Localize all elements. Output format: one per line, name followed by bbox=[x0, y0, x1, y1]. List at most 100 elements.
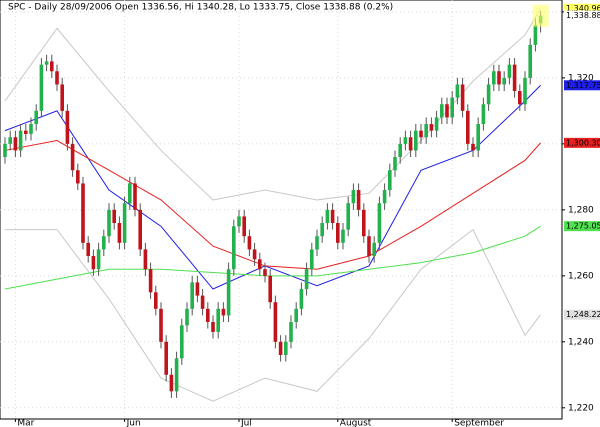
candle-body bbox=[226, 269, 231, 316]
candle-body bbox=[284, 341, 288, 355]
candle-body bbox=[44, 61, 49, 65]
candle-body bbox=[91, 256, 96, 270]
candle-body bbox=[518, 91, 522, 105]
candle-body bbox=[252, 249, 257, 260]
value-tag-label: 1,275.05 bbox=[566, 222, 600, 231]
candle-body bbox=[507, 64, 512, 78]
candle-body bbox=[304, 269, 309, 290]
candle-body bbox=[169, 374, 174, 392]
candle-body bbox=[325, 209, 330, 224]
candle-body bbox=[414, 130, 418, 151]
candle-body bbox=[377, 203, 382, 243]
candle-body bbox=[102, 236, 106, 250]
candle-body bbox=[268, 275, 272, 303]
candle-body bbox=[299, 289, 304, 309]
y-tick-label: 1,260 bbox=[568, 271, 594, 281]
candle-body bbox=[159, 308, 163, 342]
candle-body bbox=[502, 77, 506, 85]
candle-body bbox=[310, 249, 314, 270]
candle-body bbox=[481, 104, 486, 125]
candle-body bbox=[523, 77, 527, 105]
candle-body bbox=[154, 292, 158, 309]
indicator-line bbox=[4, 8, 542, 201]
candle-body bbox=[466, 110, 470, 144]
value-tag bbox=[564, 221, 600, 232]
candle-body bbox=[190, 282, 194, 309]
candle-body bbox=[55, 71, 59, 85]
y-tick-label: 1,220 bbox=[568, 403, 594, 413]
candle-body bbox=[8, 137, 12, 144]
chart-title: SPC - Daily 28/09/2006 Open 1336.56, Hi … bbox=[8, 3, 393, 13]
candle-body bbox=[351, 190, 356, 204]
x-tick-label: Jun bbox=[126, 419, 141, 427]
value-tag-label: 1,300.30 bbox=[566, 138, 600, 147]
candle-body bbox=[429, 124, 434, 131]
candle-body bbox=[258, 259, 262, 270]
candle-body bbox=[39, 64, 44, 111]
y-tick-label: 1,280 bbox=[568, 205, 594, 215]
candle-body bbox=[434, 117, 439, 131]
candle-body bbox=[403, 137, 408, 144]
value-tag bbox=[564, 309, 600, 320]
candle-body bbox=[263, 269, 267, 276]
candle-body bbox=[445, 104, 449, 118]
x-tick-label: Mar bbox=[17, 419, 34, 427]
candle-body bbox=[24, 130, 28, 134]
candle-body bbox=[200, 295, 205, 309]
candle-body bbox=[486, 84, 491, 105]
value-tag-label: 1,317.75 bbox=[566, 81, 600, 90]
candle-body bbox=[533, 25, 538, 45]
candle-body bbox=[336, 223, 340, 243]
value-tag-label: 1,338.88 bbox=[566, 11, 600, 20]
value-tag-label: 1,340.96 bbox=[566, 4, 600, 13]
candle-body bbox=[76, 170, 80, 184]
candle-body bbox=[128, 183, 132, 204]
candle-body bbox=[455, 84, 460, 98]
candle-body bbox=[398, 143, 402, 158]
candle-body bbox=[356, 190, 361, 210]
candle-body bbox=[13, 137, 18, 151]
candle-body bbox=[419, 130, 423, 138]
candle-body bbox=[273, 302, 278, 342]
indicator-line bbox=[4, 225, 541, 290]
candle-body bbox=[450, 97, 454, 118]
candle-body bbox=[382, 190, 387, 204]
value-tag bbox=[564, 80, 600, 91]
candle-body bbox=[185, 308, 189, 326]
candle-body bbox=[65, 110, 70, 144]
candle-body bbox=[29, 124, 33, 134]
candle-body bbox=[424, 124, 428, 138]
candle-body bbox=[320, 223, 324, 237]
candle-body bbox=[107, 209, 111, 237]
candle-body bbox=[476, 124, 480, 151]
candle-body bbox=[237, 216, 241, 227]
value-tag bbox=[564, 3, 600, 14]
candle-body bbox=[148, 269, 153, 293]
last-highlight bbox=[532, 4, 549, 27]
candle-body bbox=[34, 110, 38, 125]
candle-body bbox=[138, 209, 142, 250]
candle-body bbox=[3, 143, 7, 158]
candle-body bbox=[60, 84, 64, 111]
value-tag bbox=[564, 10, 600, 21]
x-tick-label: Jul bbox=[240, 419, 252, 427]
candle-body bbox=[367, 236, 371, 257]
candle-body bbox=[195, 282, 200, 296]
candle-body bbox=[143, 249, 148, 270]
candle-body bbox=[216, 308, 220, 332]
candle-body bbox=[341, 229, 345, 243]
candle-body bbox=[112, 209, 116, 224]
candle-body bbox=[174, 358, 179, 392]
candle-body bbox=[315, 236, 319, 250]
candle-body bbox=[70, 143, 75, 171]
candle-body bbox=[460, 84, 465, 111]
candle-body bbox=[528, 44, 532, 78]
candle-body bbox=[221, 308, 226, 316]
x-tick-label: August bbox=[340, 419, 372, 427]
candle-body bbox=[289, 322, 293, 342]
candle-body bbox=[492, 71, 496, 85]
candle-body bbox=[164, 341, 168, 375]
candle-body bbox=[440, 104, 444, 118]
candle-body bbox=[211, 322, 215, 332]
